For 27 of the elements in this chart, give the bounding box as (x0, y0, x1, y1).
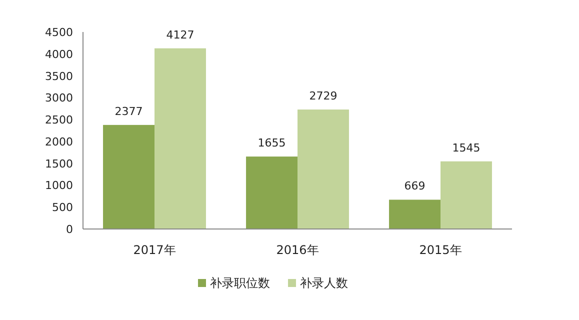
legend-label: 补录人数 (300, 276, 348, 290)
y-tick-label: 1500 (45, 157, 73, 170)
legend-label: 补录职位数 (210, 276, 270, 290)
y-tick-label: 4500 (45, 26, 73, 39)
x-tick-label: 2016年 (276, 243, 319, 257)
y-tick-label: 0 (66, 223, 73, 236)
bar (298, 110, 349, 229)
bar (154, 48, 206, 229)
data-label: 2729 (309, 90, 338, 103)
data-label: 669 (404, 180, 426, 193)
bar (246, 156, 298, 229)
y-tick-label: 1000 (45, 179, 73, 192)
data-label: 4127 (166, 28, 194, 42)
y-tick-label: 500 (52, 201, 73, 214)
data-label: 2377 (114, 104, 143, 118)
bar (103, 124, 154, 229)
y-tick-label: 2500 (45, 114, 73, 127)
y-tick-label: 3000 (45, 92, 73, 105)
data-label: 1655 (258, 136, 286, 150)
data-label: 1545 (452, 141, 480, 154)
bar (440, 161, 492, 229)
y-tick-label: 2000 (45, 135, 73, 148)
x-tick-label: 2015年 (419, 243, 462, 257)
x-tick-label: 2017年 (133, 243, 176, 257)
y-tick-label: 4000 (45, 48, 73, 61)
y-tick-label: 3500 (45, 70, 73, 83)
bar (389, 200, 440, 229)
